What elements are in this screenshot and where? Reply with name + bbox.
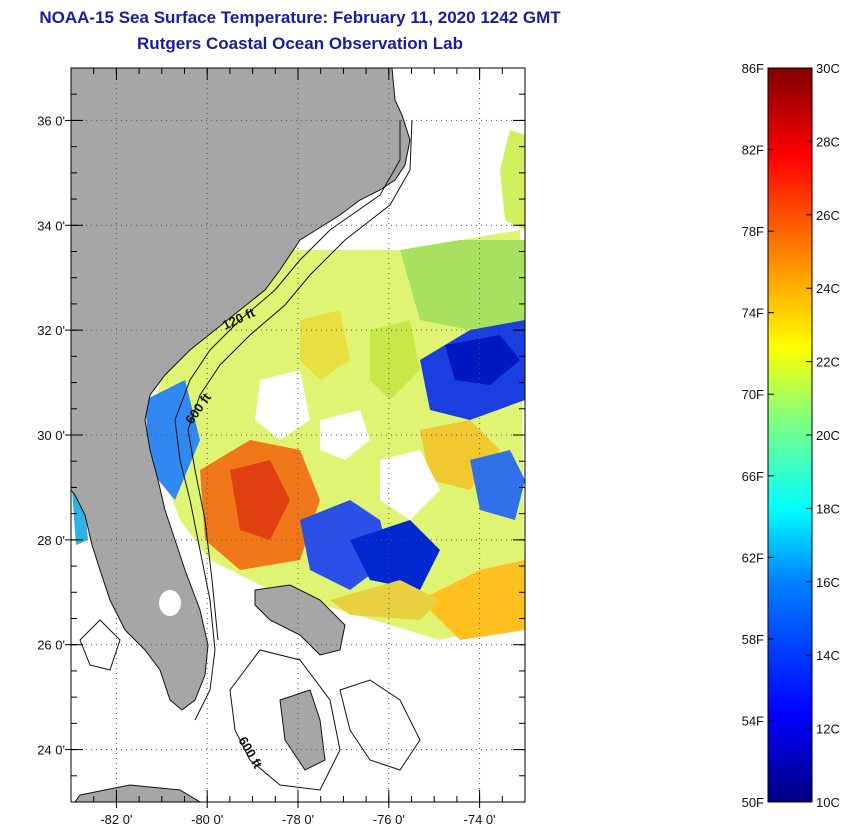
map-subtitle: Rutgers Coastal Ocean Observation Lab (137, 34, 463, 53)
colorbar (767, 67, 813, 803)
contour-120ft (174, 120, 401, 721)
longitude-labels: -82 0' -80 0' -78 0' -76 0' -74 0' (100, 812, 495, 827)
latitude-labels: 36 0' 34 0' 32 0' 30 0' 28 0' 26 0' 24 0… (37, 113, 65, 757)
contour-bahamas (229, 649, 341, 791)
f-label: 82F (742, 143, 764, 158)
c-label: 26C (816, 208, 840, 223)
contour-bahamas-east (339, 679, 421, 771)
map-content (71, 68, 525, 802)
contour-600ft (187, 119, 413, 641)
f-label: 70F (742, 387, 764, 402)
grand-bahama-island (254, 584, 346, 656)
colorbar-ticks (768, 67, 812, 803)
f-label: 78F (742, 224, 764, 239)
c-label: 22C (816, 355, 840, 370)
c-label: 28C (816, 134, 840, 149)
c-label: 20C (816, 428, 840, 443)
lat-label-32: 32 0' (37, 323, 65, 338)
cuba-land (74, 784, 201, 802)
lon-label-78: -78 0' (282, 812, 314, 827)
lon-label-82: -82 0' (100, 812, 132, 827)
c-label: 16C (816, 575, 840, 590)
c-label: 30C (816, 61, 840, 76)
f-label: 86F (742, 61, 764, 76)
f-label: 50F (742, 795, 764, 810)
andros-island (279, 689, 326, 771)
sst-swath (72, 130, 525, 640)
f-label: 66F (742, 469, 764, 484)
f-label: 54F (742, 713, 764, 728)
graticule (71, 68, 525, 802)
c-label: 18C (816, 501, 840, 516)
contour-gulf (79, 619, 121, 671)
lat-label-28: 28 0' (37, 533, 65, 548)
colorbar-celsius-labels: 30C 28C 26C 24C 22C 20C 18C 16C 14C 12C … (816, 61, 840, 810)
c-label: 14C (816, 648, 840, 663)
lat-label-30: 30 0' (37, 428, 65, 443)
colorbar-fahrenheit-labels: 86F 82F 78F 74F 70F 66F 62F 58F 54F 50F (742, 61, 764, 810)
us-coastline-land (71, 68, 411, 711)
lake-okeechobee (159, 590, 181, 616)
lon-label-80: -80 0' (191, 812, 223, 827)
f-label: 58F (742, 632, 764, 647)
f-label: 62F (742, 550, 764, 565)
lon-label-74: -74 0' (464, 812, 496, 827)
lat-label-36: 36 0' (37, 113, 65, 128)
c-label: 24C (816, 281, 840, 296)
c-label: 10C (816, 795, 840, 810)
map-ticks (65, 67, 526, 808)
c-label: 12C (816, 722, 840, 737)
lat-label-24: 24 0' (37, 743, 65, 758)
map-title: NOAA-15 Sea Surface Temperature: Februar… (39, 8, 561, 27)
lat-label-26: 26 0' (37, 638, 65, 653)
lon-label-76: -76 0' (373, 812, 405, 827)
lat-label-34: 34 0' (37, 218, 65, 233)
f-label: 74F (742, 306, 764, 321)
